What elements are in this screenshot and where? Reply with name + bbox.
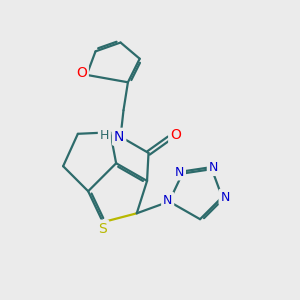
Text: N: N — [114, 130, 124, 144]
Text: N: N — [220, 190, 230, 204]
Text: O: O — [170, 128, 181, 142]
Text: N: N — [208, 161, 218, 174]
Text: N: N — [175, 166, 184, 178]
Text: O: O — [76, 66, 87, 80]
Text: H: H — [100, 129, 109, 142]
Text: S: S — [98, 222, 107, 236]
Text: N: N — [163, 194, 172, 207]
